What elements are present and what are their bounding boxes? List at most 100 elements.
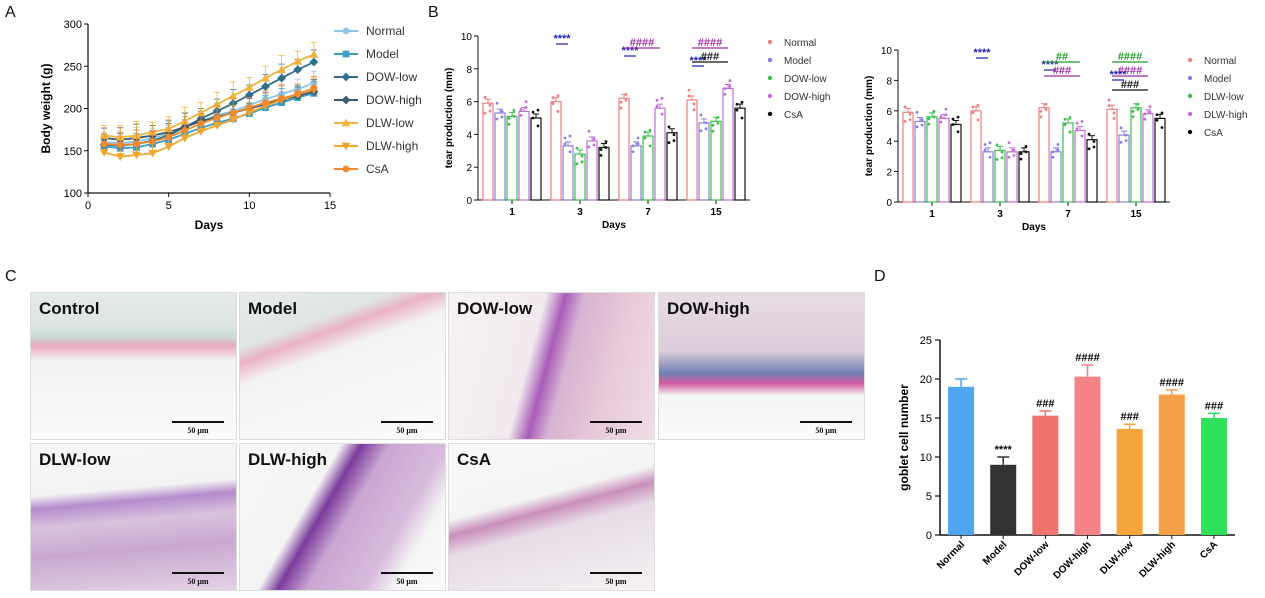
data-point [556, 94, 560, 98]
data-point [524, 100, 528, 103]
data-point [599, 153, 603, 157]
histology-model: Model 50 μm [239, 292, 446, 440]
data-point [342, 165, 350, 173]
data-point [1107, 98, 1111, 102]
histology-dow-low: DOW-low 50 μm [448, 292, 655, 440]
tear-production-dow-chart: 0 2 4 6 8 10 tear production (mm) Days 1 3 **** 7 **… [444, 32, 831, 231]
y-axis-title: tear production (mm) [444, 68, 455, 169]
data-point [672, 133, 676, 137]
data-point [995, 143, 999, 147]
data-point [277, 65, 286, 74]
data-point [278, 94, 285, 102]
panel-label-d: D [874, 268, 886, 285]
bar [494, 112, 506, 201]
data-point [723, 92, 727, 96]
goblet-cell-chart: 0 5 10 15 20 25 goblet cell number Normal Model *… [897, 335, 1235, 582]
data-point [1136, 108, 1140, 111]
data-point [592, 137, 596, 141]
x-tick-label: CsA [1198, 539, 1220, 561]
legend-marker [767, 111, 773, 117]
data-point [181, 127, 189, 134]
data-point [699, 129, 703, 133]
bar [950, 123, 962, 203]
scale-bar: 50 μm [381, 421, 433, 435]
data-point [939, 120, 943, 124]
data-point [524, 106, 528, 109]
scale-bar: 50 μm [172, 421, 224, 435]
data-point [1000, 156, 1004, 160]
bar [948, 386, 975, 535]
data-point [1080, 120, 1084, 123]
data-point [1112, 117, 1116, 120]
body-weight-chart: 100 150 200 250 300 0 5 10 15 Days Body weight (g)… [39, 19, 422, 232]
data-point [1063, 117, 1067, 121]
x-tick-label: 3 [577, 207, 583, 218]
data-point [164, 143, 174, 151]
series-line [103, 89, 315, 158]
significance-label: #### [630, 37, 654, 49]
significance-label: ### [1053, 65, 1071, 77]
y-axis-title: Body weight (g) [39, 64, 53, 154]
significance-label: #### [1160, 377, 1184, 389]
x-axis-title: Days [602, 220, 626, 231]
data-point [631, 150, 635, 154]
data-point [716, 121, 720, 125]
y-tick-label: 100 [64, 188, 82, 200]
y-tick-label: 15 [920, 413, 932, 425]
data-point [587, 129, 591, 133]
data-point [341, 118, 351, 127]
x-tick-label: 7 [1065, 209, 1071, 220]
bar [926, 116, 938, 203]
x-tick-label: 3 [997, 209, 1003, 220]
data-point [1160, 126, 1164, 129]
data-point [196, 127, 206, 136]
data-point [592, 143, 596, 147]
scale-bar: 50 μm [590, 572, 642, 586]
data-point [944, 113, 948, 117]
data-point [1019, 152, 1023, 156]
data-point [672, 139, 676, 143]
data-point [711, 129, 715, 133]
panel-label-c: C [5, 268, 17, 285]
data-point [932, 110, 936, 113]
data-point [1087, 132, 1091, 136]
y-tick-label: 0 [926, 530, 932, 542]
data-point [915, 110, 919, 114]
data-point [636, 142, 640, 146]
data-point [1131, 115, 1135, 119]
bar [938, 117, 950, 203]
data-point [624, 92, 628, 96]
data-point [951, 117, 955, 121]
bar [530, 117, 542, 201]
scale-bar: 50 μm [381, 572, 433, 586]
data-point [927, 122, 931, 126]
scale-bar: 50 μm [590, 421, 642, 435]
panel-label-b: B [428, 4, 439, 21]
data-point [1107, 104, 1111, 108]
data-point [244, 90, 254, 100]
bar [990, 464, 1017, 535]
data-point [667, 141, 671, 145]
scale-bar: 50 μm [172, 572, 224, 586]
bar [1074, 129, 1086, 203]
legend-label: DLW-high [366, 139, 418, 153]
data-point [723, 87, 727, 90]
data-point [1063, 123, 1067, 127]
bar [734, 107, 746, 201]
data-point [512, 109, 516, 112]
bar [1106, 108, 1118, 203]
data-point [488, 109, 492, 113]
data-point [660, 96, 664, 100]
data-point [244, 109, 254, 118]
data-point [293, 65, 303, 75]
data-point [1075, 121, 1079, 125]
data-point [1012, 148, 1016, 152]
data-point [716, 115, 720, 119]
significance-label: ### [701, 51, 719, 63]
histology-label: DLW-high [248, 450, 327, 469]
data-point [536, 124, 540, 128]
x-tick-label: Normal [935, 539, 967, 571]
bar [1200, 418, 1227, 535]
y-tick-label: 6 [466, 98, 472, 109]
y-tick-label: 250 [64, 61, 82, 73]
